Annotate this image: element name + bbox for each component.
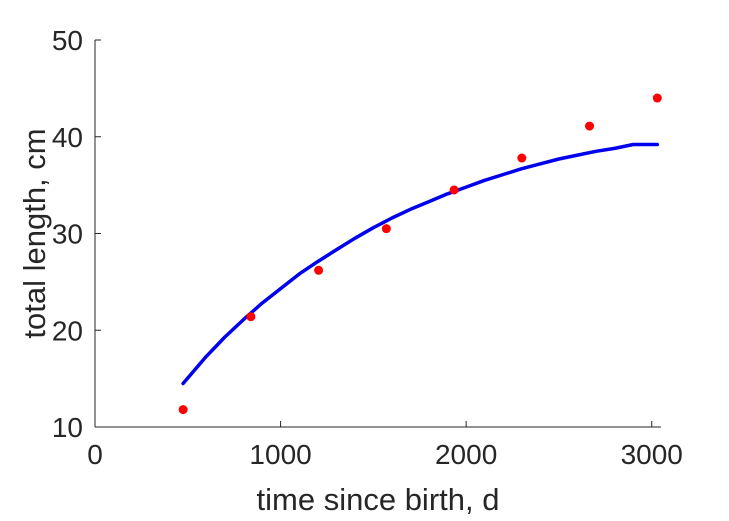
- y-tick-label: 50: [52, 25, 83, 56]
- x-tick-label: 3000: [621, 439, 683, 470]
- data-point: [381, 224, 391, 234]
- y-tick-label: 10: [52, 412, 83, 443]
- series-layer: [178, 93, 662, 415]
- axes: [94, 40, 661, 428]
- y-axis-title: total length, cm: [17, 128, 52, 338]
- ticks: 0 1000 2000 3000 10 20 30 40 50: [52, 25, 683, 470]
- y-tick-label: 30: [52, 219, 83, 250]
- y-tick-label: 20: [52, 315, 83, 346]
- y-tick-label: 40: [52, 122, 83, 153]
- data-point: [652, 93, 662, 103]
- x-axis-title: time since birth, d: [257, 482, 500, 517]
- data-point: [517, 153, 527, 163]
- data-point: [585, 121, 595, 131]
- fitted-curve: [181, 142, 660, 386]
- data-point: [314, 265, 324, 275]
- x-tick-label: 2000: [435, 439, 497, 470]
- data-point: [178, 405, 188, 415]
- data-point: [449, 185, 459, 195]
- x-tick-label: 1000: [249, 439, 311, 470]
- data-point: [246, 312, 256, 322]
- x-tick-label: 0: [87, 439, 103, 470]
